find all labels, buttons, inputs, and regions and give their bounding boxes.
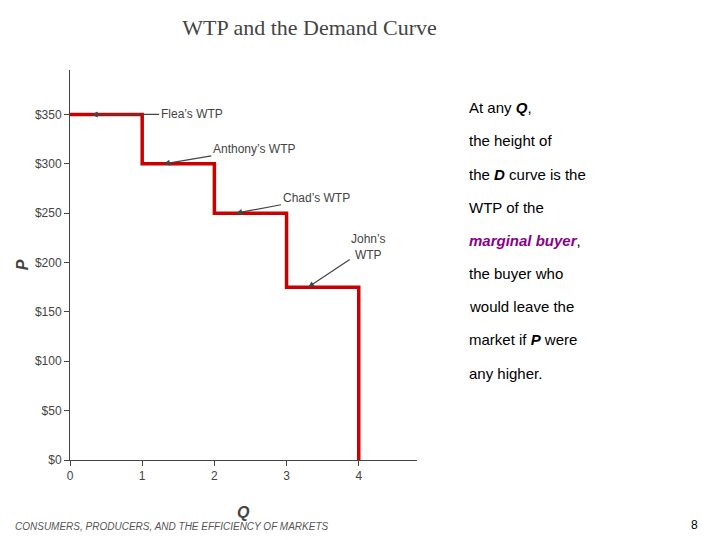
svg-text:WTP and the Demand Curve: WTP and the Demand Curve	[182, 15, 437, 40]
svg-text:the buyer who: the buyer who	[469, 265, 563, 282]
svg-text:1: 1	[139, 469, 146, 483]
svg-text:$100: $100	[35, 354, 62, 368]
svg-text:4: 4	[355, 469, 362, 483]
svg-text:Q: Q	[237, 504, 250, 521]
svg-text:$300: $300	[35, 157, 62, 171]
svg-text:Chad’s WTP: Chad’s WTP	[283, 191, 350, 205]
svg-text:market if P were: market if P were	[469, 331, 577, 348]
svg-text:the height of: the height of	[469, 132, 552, 149]
svg-text:$0: $0	[48, 453, 62, 467]
svg-text:$150: $150	[35, 305, 62, 319]
svg-text:$250: $250	[35, 206, 62, 220]
svg-text:3: 3	[283, 469, 290, 483]
svg-text:would leave the: would leave the	[469, 298, 574, 315]
svg-text:CONSUMERS, PRODUCERS, AND THE: CONSUMERS, PRODUCERS, AND THE EFFICIENCY…	[15, 521, 329, 532]
svg-text:0: 0	[67, 469, 74, 483]
svg-text:$50: $50	[42, 404, 62, 418]
svg-text:marginal buyer,: marginal buyer,	[469, 232, 581, 249]
svg-text:John’sWTP: John’sWTP	[351, 232, 385, 262]
svg-text:P: P	[14, 259, 31, 270]
svg-text:At any Q,: At any Q,	[469, 99, 532, 116]
svg-text:any higher.: any higher.	[469, 365, 542, 382]
svg-text:$350: $350	[35, 108, 62, 122]
svg-text:2: 2	[211, 469, 218, 483]
svg-text:Flea’s WTP: Flea’s WTP	[161, 107, 223, 121]
svg-text:WTP of the: WTP of the	[469, 199, 544, 216]
svg-text:the D curve is the: the D curve is the	[469, 166, 586, 183]
svg-text:Anthony’s WTP: Anthony’s WTP	[213, 142, 295, 156]
svg-text:$200: $200	[35, 256, 62, 270]
svg-text:8: 8	[691, 518, 698, 532]
